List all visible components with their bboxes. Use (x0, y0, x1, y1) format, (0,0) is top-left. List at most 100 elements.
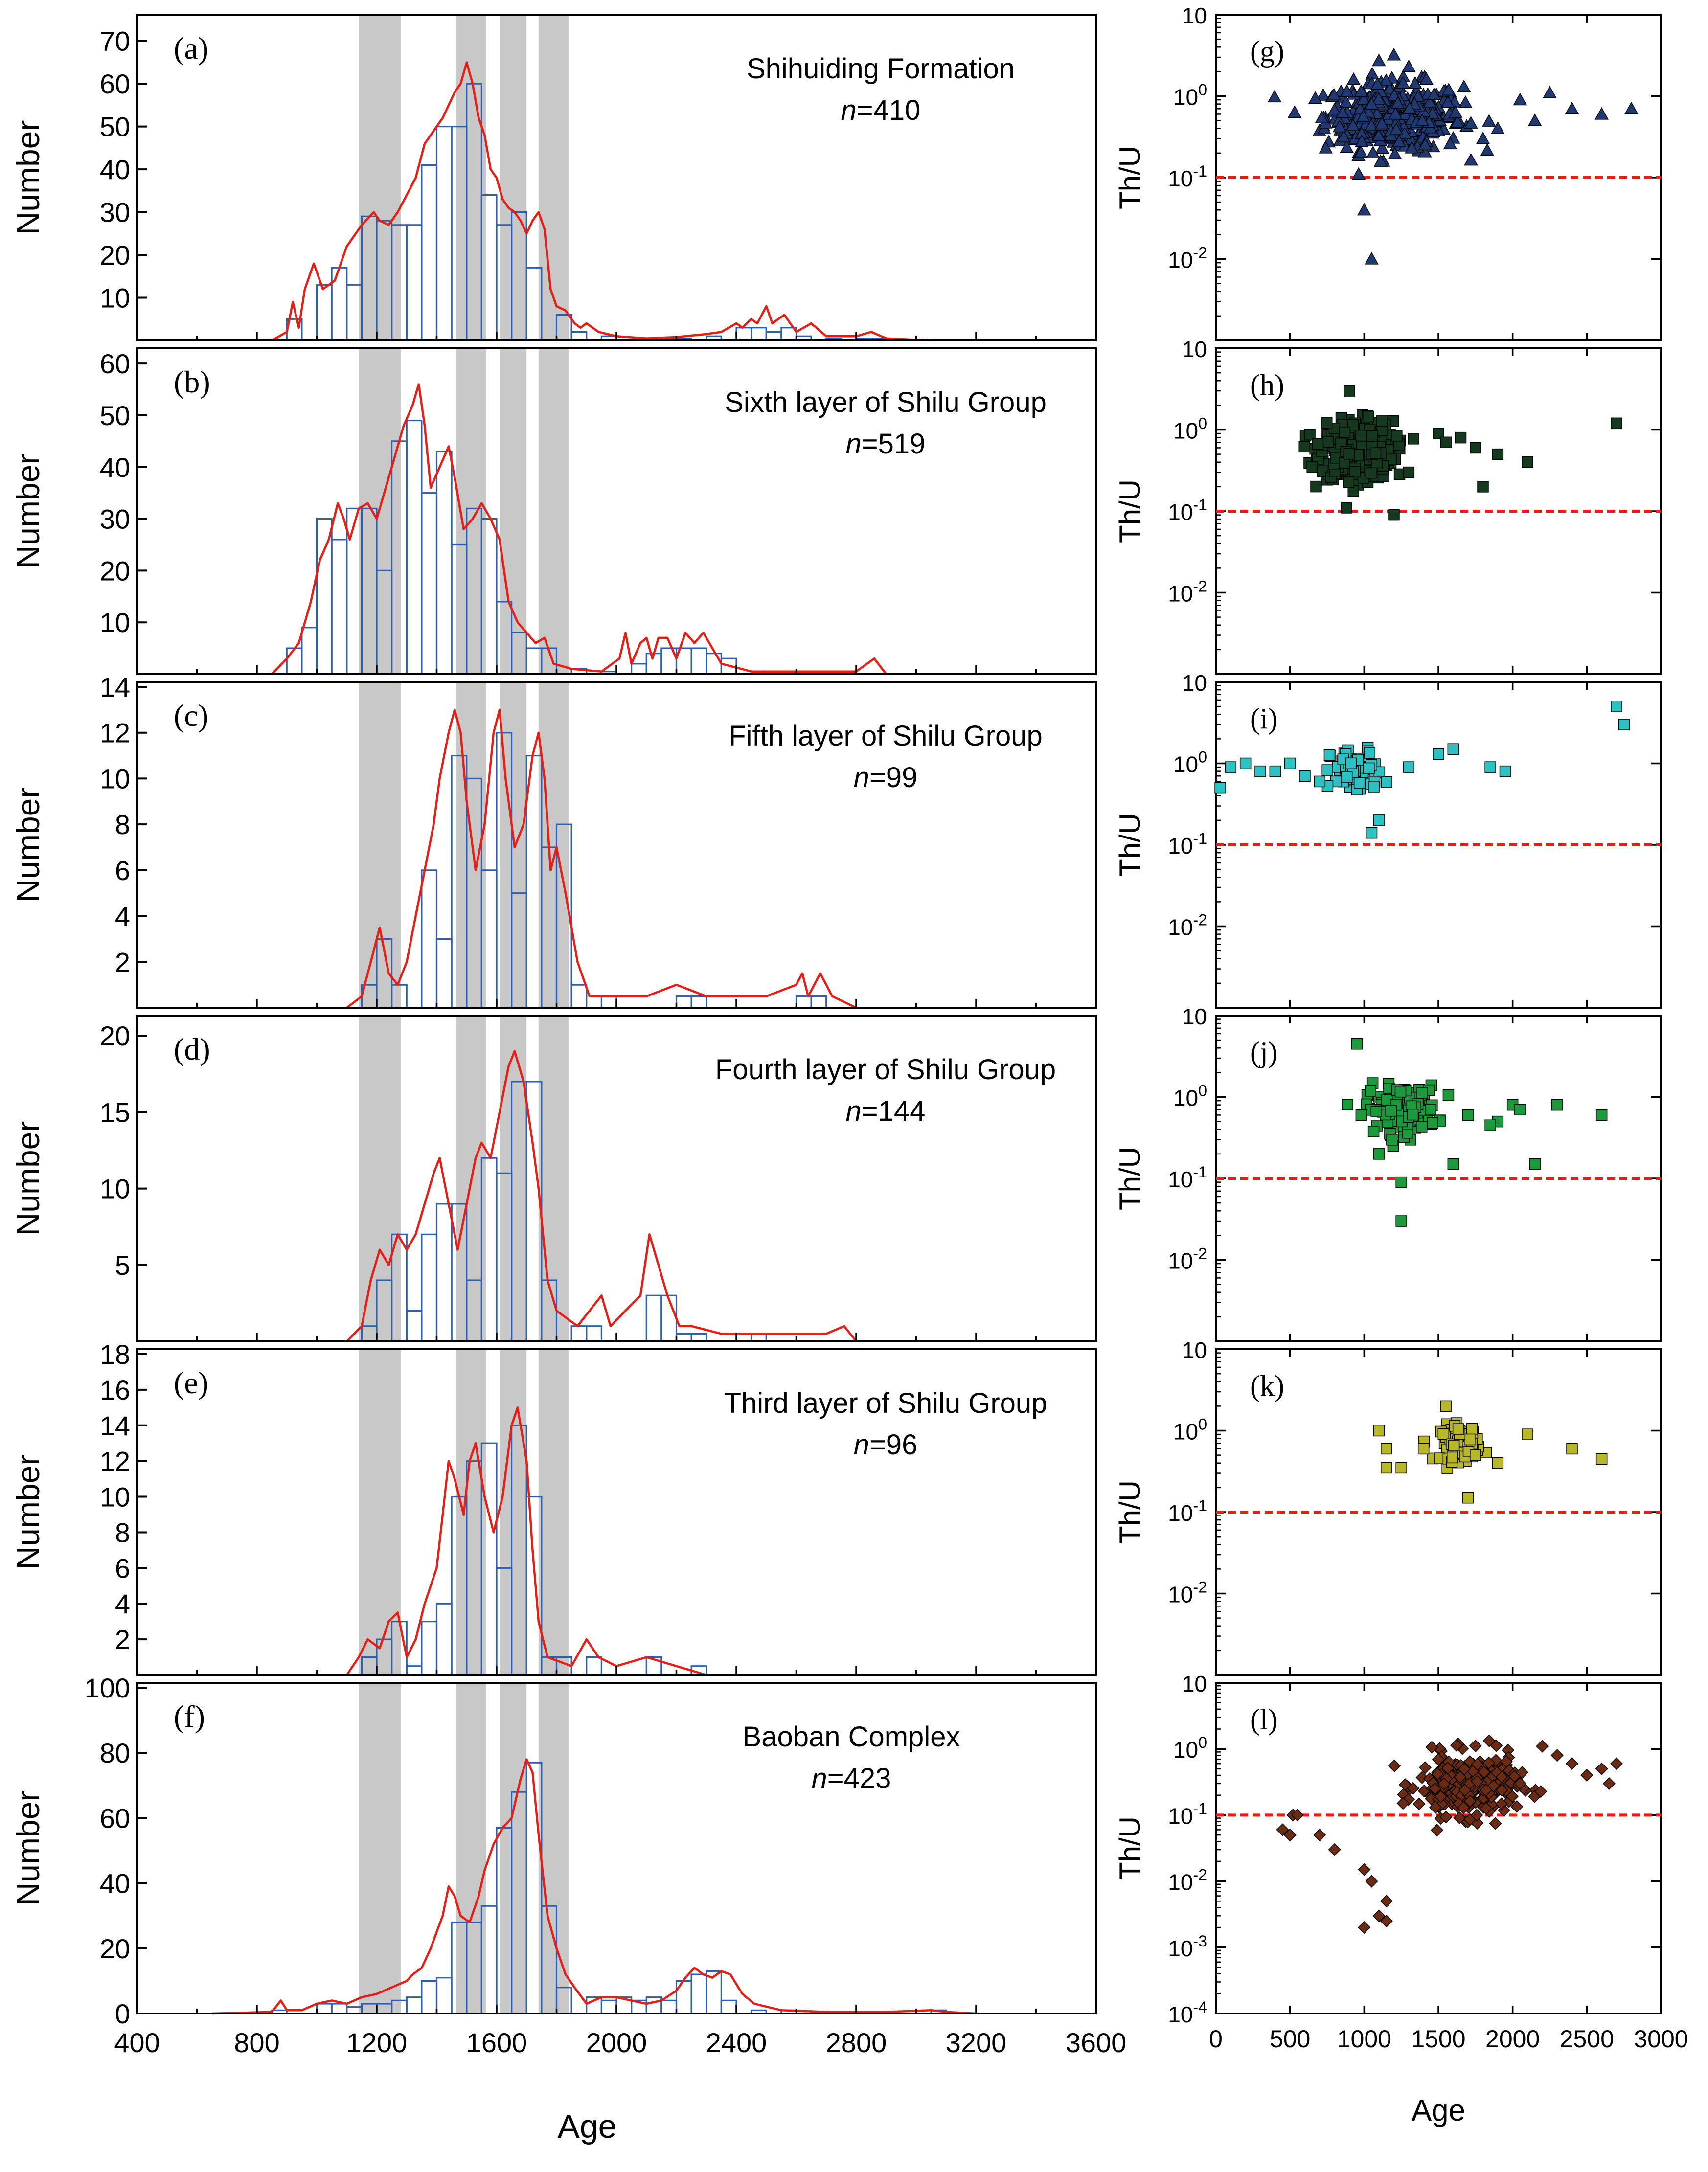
y-tick-base: 10 (1182, 1671, 1207, 1697)
y-tick-exponent: -1 (1193, 830, 1207, 847)
data-point (1495, 1770, 1508, 1784)
y-tick-label: 100 (85, 1673, 130, 1703)
y-tick-base: 10 (1173, 418, 1198, 444)
data-point (1371, 128, 1386, 141)
y-tick-label: 100 (1173, 415, 1207, 444)
data-point (1373, 814, 1385, 826)
data-point (1470, 1449, 1481, 1461)
data-point (1269, 765, 1281, 777)
data-point (1304, 429, 1316, 441)
histogram-bar (675, 1333, 692, 1342)
y-tick-exponent: -2 (1193, 578, 1207, 595)
kde-curve (346, 1050, 857, 1342)
data-point (1495, 1784, 1508, 1797)
data-point (1469, 1739, 1482, 1753)
y-tick-base: 10 (1168, 1248, 1193, 1274)
scatter-x-tick-label: 500 (1270, 2025, 1310, 2053)
gray-band (500, 348, 527, 674)
histogram-bar (600, 995, 617, 1009)
data-point (1433, 428, 1444, 439)
y-tick-label: 100 (1173, 748, 1207, 777)
data-point (1344, 385, 1355, 397)
data-point (1543, 86, 1557, 98)
data-point (1225, 761, 1237, 773)
y-tick-base: 10 (1182, 3, 1207, 28)
data-point (1595, 1453, 1608, 1465)
data-point (1550, 1749, 1564, 1762)
sample-count: n=410 (841, 94, 921, 126)
sample-count: n=96 (854, 1429, 918, 1461)
data-point (1388, 147, 1402, 159)
data-point (1457, 79, 1471, 92)
histogram-bar (435, 451, 453, 675)
data-point (1372, 1909, 1386, 1923)
data-point (1299, 770, 1311, 782)
histogram-bar (421, 1980, 438, 2014)
y-tick-label: 10 (1182, 1337, 1207, 1363)
data-point (1363, 762, 1375, 774)
data-point (1388, 509, 1400, 521)
data-point (1345, 757, 1357, 769)
y-tick-base: 10 (1182, 1337, 1207, 1363)
histogram-bar (660, 1294, 678, 1342)
histogram-bar (406, 419, 423, 675)
data-point (1484, 761, 1496, 773)
data-point (1407, 1109, 1419, 1121)
data-point (1366, 430, 1378, 442)
data-point (1327, 103, 1342, 116)
panel-label: (b) (174, 364, 210, 399)
data-point (1386, 453, 1397, 466)
y-tick-label: 100 (1173, 1416, 1207, 1445)
y-tick-label: 2 (115, 947, 130, 977)
data-point (1357, 203, 1371, 216)
y-tick-exponent: 0 (1198, 748, 1207, 766)
y-axis-label: Th/U (1114, 146, 1146, 209)
y-tick-label: 16 (100, 1375, 130, 1405)
data-point (1366, 145, 1380, 158)
data-point (1437, 1777, 1451, 1790)
y-axis-label: Number (10, 1455, 46, 1570)
histogram-bar (645, 1294, 662, 1342)
data-point (1347, 419, 1359, 431)
histogram-bar (435, 938, 453, 1009)
data-point (1386, 1134, 1398, 1146)
data-point (1375, 116, 1389, 130)
gray-band (500, 1349, 527, 1675)
histogram-bar (435, 126, 453, 341)
data-point (1464, 153, 1478, 166)
data-point (1370, 77, 1385, 90)
sample-count-n: n (846, 1095, 862, 1127)
data-point (1447, 1158, 1459, 1170)
y-tick-label: 0 (115, 1998, 130, 2029)
panel-label: (d) (174, 1032, 210, 1066)
panel-title: Sixth layer of Shilu Group (725, 386, 1047, 418)
scatter-x-tick-label: 1000 (1337, 2025, 1391, 2053)
y-tick-base: 10 (1168, 1167, 1193, 1192)
y-tick-label: 10 (1182, 1671, 1207, 1697)
kde-curve (271, 383, 888, 675)
data-point (1356, 109, 1370, 122)
data-point (1466, 1423, 1478, 1435)
data-point (1341, 771, 1353, 783)
data-point (1358, 1921, 1371, 1934)
data-point (1427, 87, 1441, 100)
histogram-bar (406, 224, 423, 341)
data-point (1254, 765, 1266, 777)
data-point (1402, 59, 1416, 72)
hist-x-tick-label: 3200 (946, 2027, 1007, 2058)
data-point (1516, 1766, 1529, 1779)
y-axis-label: Number (10, 454, 46, 569)
y-tick-label: 6 (115, 1553, 130, 1584)
histogram-bar (690, 647, 707, 675)
histogram-bar (586, 1656, 602, 1676)
data-point (1379, 73, 1393, 86)
data-point (1522, 1428, 1533, 1440)
gray-band (359, 1349, 401, 1675)
y-tick-base: 10 (1168, 915, 1193, 940)
data-point (1388, 107, 1403, 120)
data-point (1328, 1843, 1341, 1856)
data-point (1492, 1457, 1504, 1469)
data-point (1430, 1824, 1444, 1837)
sample-count-value: =519 (862, 428, 926, 460)
